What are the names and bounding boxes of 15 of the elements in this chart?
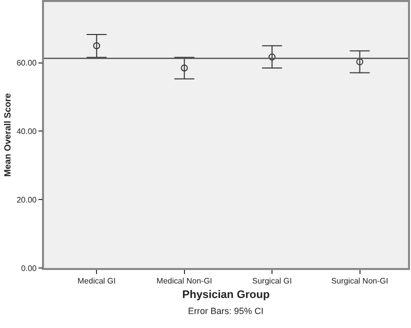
- point: [356, 58, 364, 66]
- y-tick-label: 40.00: [16, 127, 38, 136]
- x-tick-label: Medical GI: [78, 276, 116, 286]
- y-tick-label: 0.00: [21, 264, 38, 273]
- x-tick-label: Medical Non-GI: [156, 276, 212, 286]
- point: [93, 42, 100, 50]
- text: Error Bars: 95% CI: [188, 306, 264, 316]
- x-axis-title: Physician Group: [182, 289, 270, 302]
- y-tick-label: 20.00: [16, 195, 38, 204]
- point: [180, 64, 188, 72]
- x-tick-label: Surgical Non-GI: [331, 276, 388, 286]
- y-tick-label: 60.00: [16, 58, 38, 68]
- y-axis-title: Mean Overall Score: [2, 93, 12, 177]
- point: [268, 54, 276, 61]
- x-tick-label: Surgical GI: [252, 276, 292, 286]
